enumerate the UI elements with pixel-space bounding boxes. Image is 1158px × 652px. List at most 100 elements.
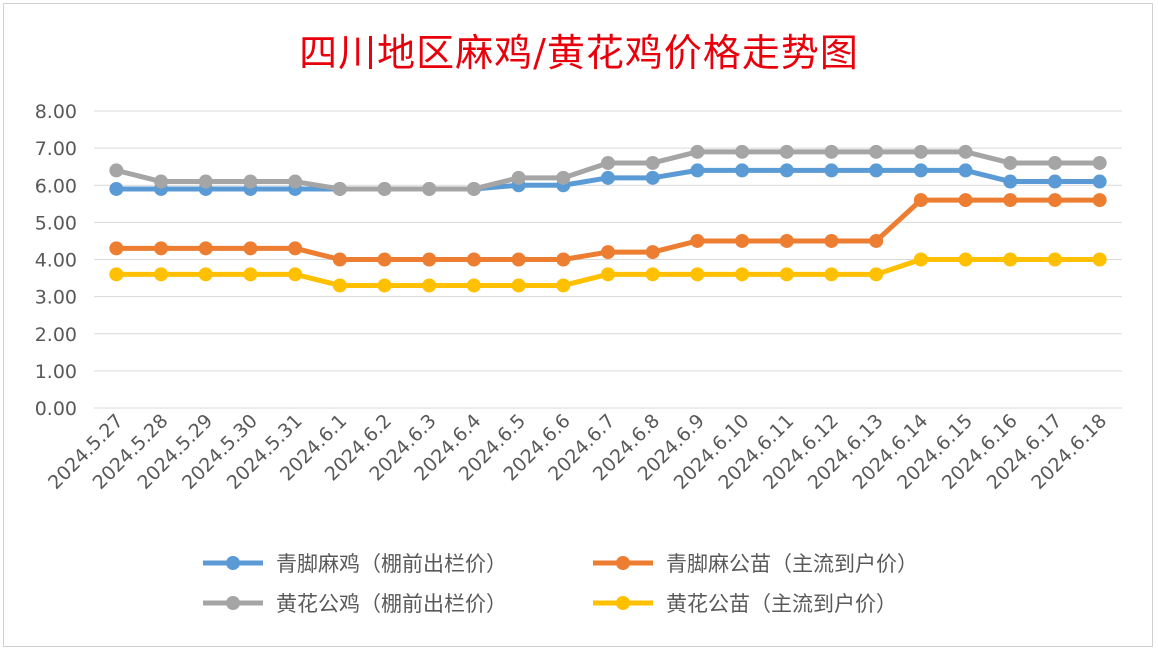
data-point <box>1003 252 1018 267</box>
data-point <box>735 267 750 282</box>
data-point <box>824 233 839 248</box>
data-point <box>601 245 615 260</box>
data-point <box>779 267 794 282</box>
data-point <box>779 233 794 248</box>
data-point <box>601 170 615 185</box>
y-tick-label: 7.00 <box>35 138 77 160</box>
data-point <box>690 163 705 178</box>
legend-item: 青脚麻鸡（棚前出栏价） <box>200 548 507 578</box>
data-point <box>1003 193 1018 208</box>
data-point <box>824 144 839 159</box>
data-point <box>1003 155 1018 170</box>
data-point <box>735 233 750 248</box>
legend-label: 青脚麻公苗（主流到户价） <box>666 552 918 576</box>
data-point <box>1003 174 1018 189</box>
data-point <box>645 245 660 260</box>
data-point <box>913 252 928 267</box>
data-point <box>556 278 571 293</box>
data-point <box>869 233 884 248</box>
data-point <box>377 181 392 196</box>
data-point <box>779 144 794 159</box>
y-tick-label: 5.00 <box>35 212 77 234</box>
data-point <box>243 267 258 282</box>
data-point <box>288 241 303 256</box>
legend-swatch <box>593 596 653 610</box>
data-point <box>735 163 750 178</box>
data-point <box>422 252 437 267</box>
data-point <box>556 170 571 185</box>
data-point <box>645 267 660 282</box>
data-point <box>332 181 347 196</box>
data-point <box>913 193 928 208</box>
data-point <box>690 267 705 282</box>
data-point <box>422 181 437 196</box>
data-point <box>824 163 839 178</box>
y-tick-label: 0.00 <box>35 398 77 420</box>
data-point <box>958 193 973 208</box>
data-point <box>869 144 884 159</box>
legend-item: 黄花公鸡（棚前出栏价） <box>200 588 507 618</box>
legend-swatch-marker <box>616 596 630 610</box>
legend-label: 黄花公苗（主流到户价） <box>666 592 897 616</box>
data-point <box>511 252 526 267</box>
data-point <box>1047 252 1062 267</box>
legend-item: 黄花公苗（主流到户价） <box>590 588 897 618</box>
data-point <box>154 174 169 189</box>
data-point <box>198 267 213 282</box>
legend-swatch <box>203 556 263 570</box>
data-point <box>154 241 169 256</box>
chart-frame <box>3 3 1153 647</box>
data-point <box>332 252 347 267</box>
data-point <box>1092 155 1107 170</box>
data-point <box>690 233 705 248</box>
data-point <box>779 163 794 178</box>
data-point <box>913 144 928 159</box>
data-point <box>377 252 392 267</box>
data-point <box>466 181 481 196</box>
data-point <box>958 252 973 267</box>
data-point <box>556 252 571 267</box>
y-tick-label: 6.00 <box>35 175 77 197</box>
data-point <box>332 278 347 293</box>
data-point <box>511 278 526 293</box>
legend-label: 黄花公鸡（棚前出栏价） <box>276 592 507 616</box>
data-point <box>109 163 124 178</box>
legend-swatch-marker <box>226 596 240 610</box>
data-point <box>1047 174 1062 189</box>
data-point <box>601 267 615 282</box>
data-point <box>466 278 481 293</box>
y-tick-label: 8.00 <box>35 101 77 123</box>
data-point <box>1047 193 1062 208</box>
y-tick-label: 4.00 <box>35 250 77 272</box>
data-point <box>913 163 928 178</box>
legend-item: 青脚麻公苗（主流到户价） <box>590 548 918 578</box>
data-point <box>958 163 973 178</box>
data-point <box>1092 252 1107 267</box>
data-point <box>288 174 303 189</box>
data-point <box>690 144 705 159</box>
data-point <box>466 252 481 267</box>
data-point <box>422 278 437 293</box>
legend-swatch <box>203 596 263 610</box>
data-point <box>511 170 526 185</box>
data-point <box>645 170 660 185</box>
chart-title: 四川地区麻鸡/黄花鸡价格走势图 <box>299 31 859 75</box>
legend-label: 青脚麻鸡（棚前出栏价） <box>276 552 507 576</box>
data-point <box>198 241 213 256</box>
data-point <box>154 267 169 282</box>
data-point <box>601 155 615 170</box>
y-tick-label: 2.00 <box>35 324 77 346</box>
data-point <box>735 144 750 159</box>
data-point <box>869 163 884 178</box>
data-point <box>243 241 258 256</box>
y-tick-label: 1.00 <box>35 361 77 383</box>
data-point <box>869 267 884 282</box>
data-point <box>109 181 124 196</box>
data-point <box>1092 193 1107 208</box>
data-point <box>109 241 124 256</box>
data-point <box>958 144 973 159</box>
legend-swatch <box>593 556 653 570</box>
data-point <box>198 174 213 189</box>
data-point <box>377 278 392 293</box>
